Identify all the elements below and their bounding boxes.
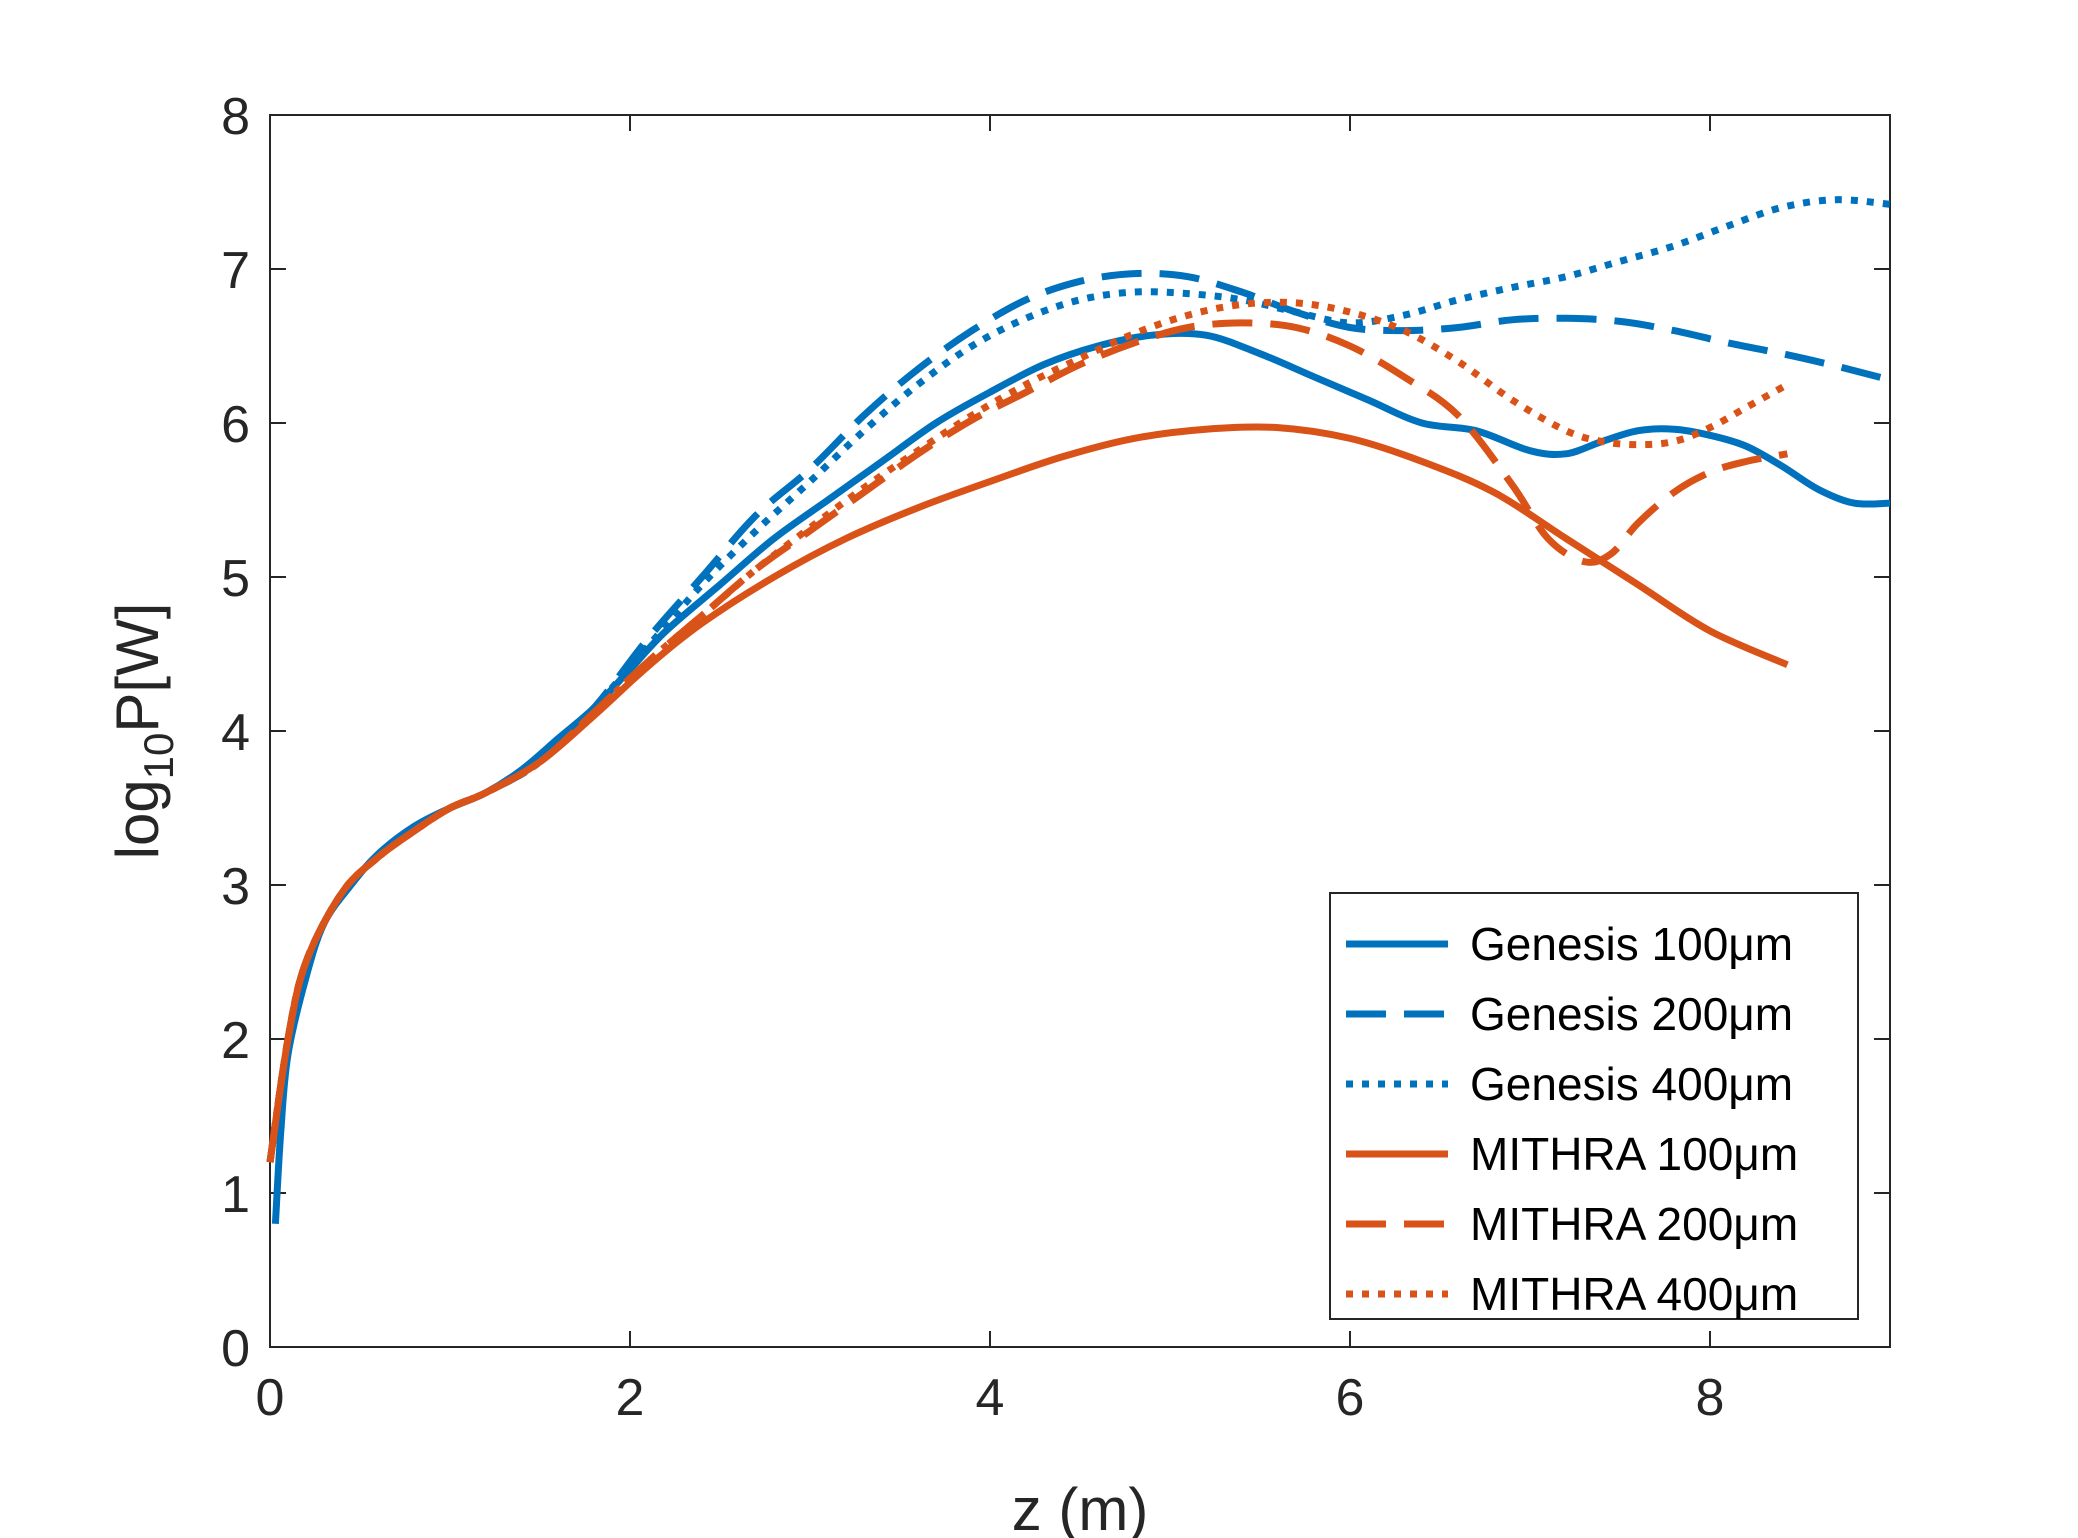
series-line-2 — [266, 196, 1891, 1163]
y-axis-label: log10P[W] — [104, 603, 182, 860]
x-tick-label-2: 4 — [976, 1369, 1005, 1427]
legend-label-4: MITHRA 200μm — [1470, 1198, 1798, 1250]
legend-label-5: MITHRA 400μm — [1470, 1268, 1798, 1320]
y-tick-label-7: 7 — [221, 242, 250, 300]
y-axis-label-subscript: 10 — [135, 733, 182, 780]
y-tick-label-0: 0 — [221, 1320, 250, 1378]
x-tick-label-3: 6 — [1336, 1369, 1365, 1427]
y-tick-label-6: 6 — [221, 396, 250, 454]
y-axis-label-main: log — [104, 779, 171, 859]
legend: Genesis 100μm Genesis 200μm Genesis 400μm M… — [1329, 892, 1859, 1320]
series-line-5 — [266, 298, 1790, 1163]
legend-label-0: Genesis 100μm — [1470, 918, 1793, 970]
x-tick-label-4: 8 — [1696, 1369, 1725, 1427]
series-line-4 — [266, 319, 1789, 1163]
x-axis-label: z (m) — [1012, 1476, 1149, 1538]
y-tick-label-3: 3 — [221, 858, 250, 916]
y-tick-label-4: 4 — [221, 704, 250, 762]
legend-label-3: MITHRA 100μm — [1470, 1128, 1798, 1180]
y-axis-label-rest: P[W] — [104, 603, 171, 733]
legend-label-1: Genesis 200μm — [1470, 988, 1793, 1040]
y-tick-label-2: 2 — [221, 1012, 250, 1070]
y-tick-label-5: 5 — [221, 550, 250, 608]
legend-label-2: Genesis 400μm — [1470, 1058, 1793, 1110]
x-tick-label-1: 2 — [616, 1369, 645, 1427]
series-line-3 — [266, 423, 1789, 1163]
y-tick-label-1: 1 — [221, 1166, 250, 1224]
y-tick-label-8: 8 — [221, 88, 250, 146]
legend-items: Genesis 100μm Genesis 200μm Genesis 400μm M… — [1346, 918, 1798, 1320]
series-layer — [266, 196, 1891, 1225]
legend-box — [1329, 892, 1859, 1320]
x-tick-label-0: 0 — [256, 1369, 285, 1427]
axis-ticks: 0 2 4 6 8 0 1 2 3 4 5 6 7 8 — [221, 88, 1890, 1427]
